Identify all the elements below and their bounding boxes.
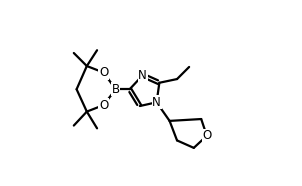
Text: B: B [112, 83, 120, 96]
Text: O: O [202, 129, 211, 142]
Text: N: N [138, 69, 147, 82]
Text: O: O [99, 99, 108, 112]
Text: N: N [152, 96, 161, 109]
Text: O: O [99, 66, 108, 79]
